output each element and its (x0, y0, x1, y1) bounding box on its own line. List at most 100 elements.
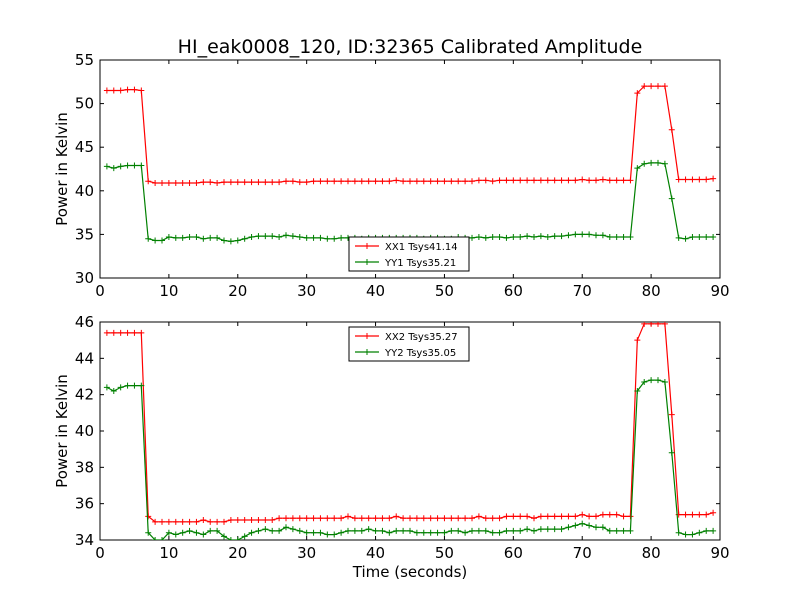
data-point (255, 517, 262, 524)
data-point (634, 388, 641, 395)
data-point (345, 178, 351, 185)
data-point (159, 237, 165, 244)
data-point (682, 235, 689, 242)
data-point (531, 515, 537, 522)
data-point (641, 160, 648, 167)
data-point (214, 518, 221, 525)
data-point (641, 83, 648, 90)
data-point (179, 518, 186, 525)
x-tick-label: 80 (642, 544, 661, 562)
x-tick-label: 0 (95, 282, 105, 300)
data-point (200, 517, 207, 524)
data-point (413, 515, 420, 522)
data-point (668, 411, 675, 418)
data-point (131, 162, 138, 169)
data-point (241, 533, 248, 540)
x-tick-label: 70 (573, 544, 592, 562)
data-point (441, 529, 448, 536)
data-point (551, 177, 558, 184)
data-point (593, 232, 599, 239)
data-point (138, 87, 145, 94)
data-point (627, 177, 634, 184)
data-point (703, 234, 710, 241)
data-point (303, 529, 310, 536)
data-point (489, 529, 496, 536)
data-point (289, 526, 296, 533)
data-point (186, 527, 193, 534)
data-point (193, 529, 200, 536)
data-point (613, 527, 620, 534)
data-point (407, 515, 413, 522)
data-point (131, 86, 138, 93)
data-point (351, 515, 358, 522)
data-point (193, 179, 200, 186)
data-point (482, 527, 489, 534)
legend-marker (364, 333, 370, 339)
data-point (207, 234, 214, 241)
data-point (689, 511, 696, 518)
data-point (503, 234, 510, 241)
data-point (227, 537, 234, 540)
data-point (675, 529, 682, 536)
data-point (145, 513, 152, 520)
data-point (193, 234, 200, 241)
data-point (131, 329, 138, 336)
data-point (103, 329, 110, 336)
data-point (255, 233, 262, 240)
data-point (262, 233, 269, 240)
data-point (531, 234, 537, 241)
data-point (489, 515, 496, 522)
data-point (124, 329, 131, 336)
data-point (283, 515, 289, 522)
data-point (544, 513, 551, 520)
data-point (579, 520, 586, 527)
data-point (558, 513, 565, 520)
data-point (427, 178, 434, 185)
data-point (413, 529, 420, 536)
data-point (586, 513, 593, 520)
data-point (627, 527, 634, 534)
data-point (510, 234, 517, 241)
data-point (303, 515, 310, 522)
data-point (641, 378, 648, 385)
data-point (262, 517, 269, 524)
data-point (110, 87, 117, 94)
data-point (200, 179, 207, 186)
data-point (117, 384, 124, 391)
data-point (648, 377, 655, 384)
data-point (241, 517, 248, 524)
data-point (289, 233, 296, 240)
data-point (351, 178, 358, 185)
data-point (117, 163, 124, 170)
data-point (489, 234, 496, 241)
x-tick-label: 60 (504, 282, 523, 300)
data-point (269, 517, 276, 524)
data-point (296, 234, 303, 241)
legend-label: XX2 Tsys35.27 (385, 332, 458, 343)
data-point (544, 526, 551, 533)
legend-label: XX1 Tsys41.14 (385, 242, 458, 253)
data-point (579, 176, 586, 183)
data-point (221, 533, 227, 540)
data-point (551, 526, 558, 533)
data-point (269, 179, 276, 186)
data-point (572, 231, 579, 238)
data-point (448, 515, 455, 522)
data-point (475, 177, 482, 184)
data-point (214, 179, 221, 186)
data-point (159, 537, 165, 540)
data-point (393, 513, 400, 520)
y-tick-label: 34 (75, 531, 94, 549)
data-point (627, 234, 634, 241)
data-point (103, 384, 110, 391)
data-point (138, 162, 145, 169)
data-point (462, 178, 469, 185)
data-point (593, 524, 599, 531)
data-point (469, 178, 475, 185)
data-point (599, 176, 606, 183)
data-point (537, 177, 544, 184)
data-point (620, 234, 627, 241)
data-point (269, 527, 276, 534)
data-point (599, 511, 606, 518)
data-point (434, 515, 441, 522)
